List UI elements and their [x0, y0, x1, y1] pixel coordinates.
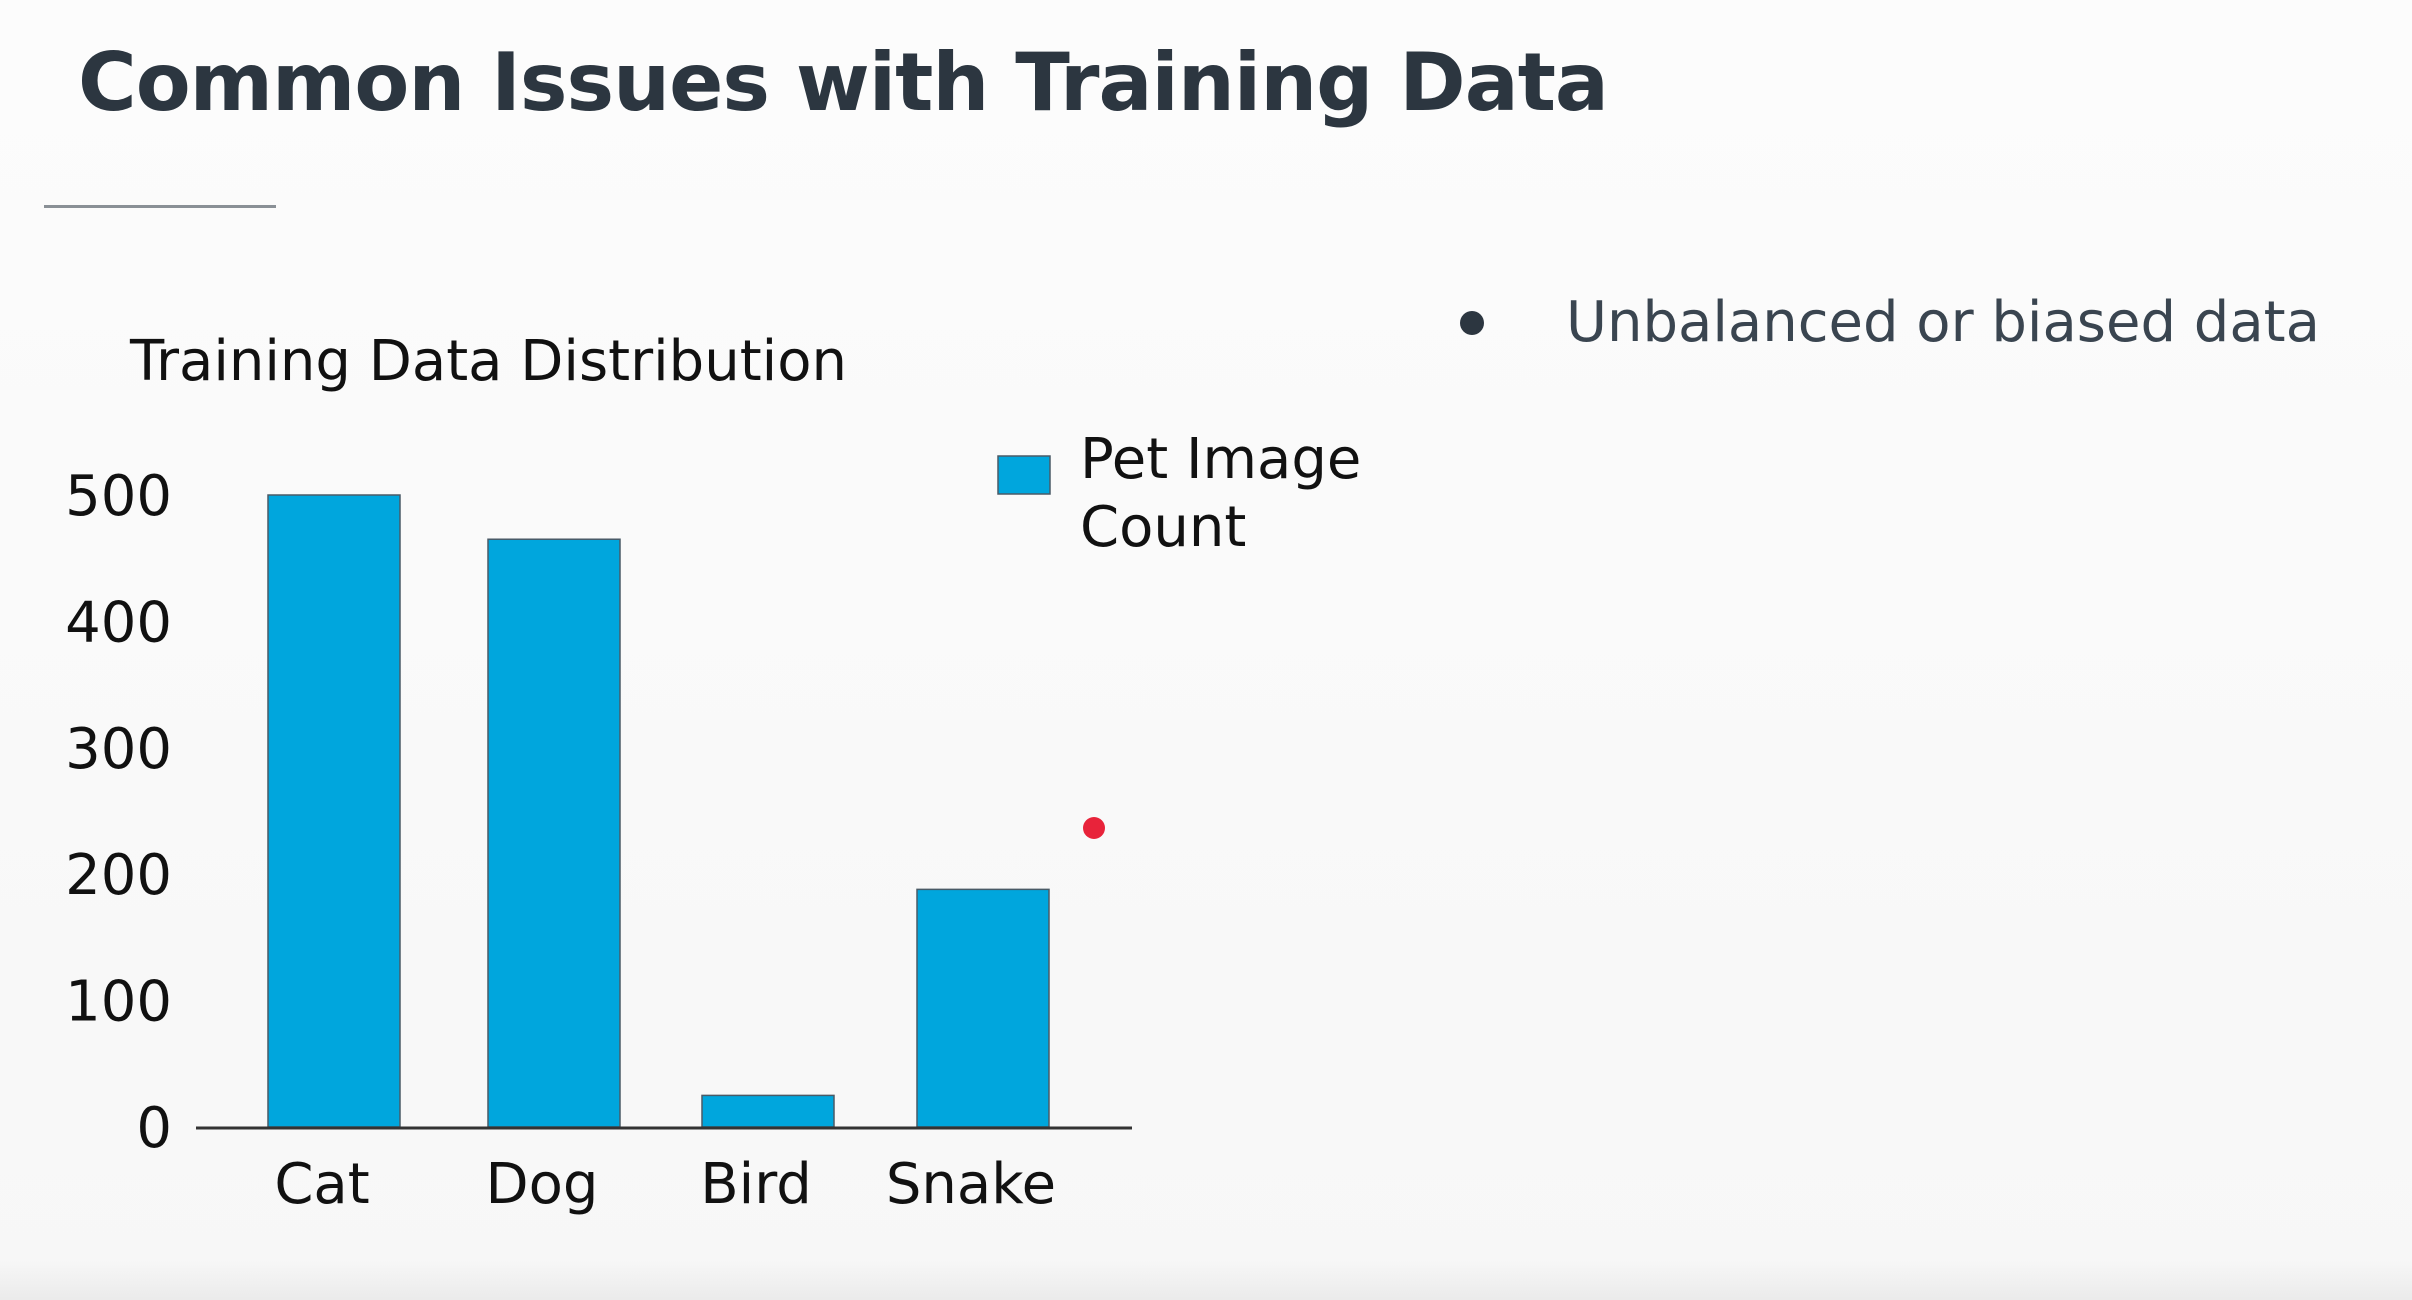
- bottom-shade: [0, 1260, 2412, 1300]
- bar: [916, 888, 1050, 1128]
- x-tick-label: Dog: [486, 1152, 599, 1217]
- y-tick-label: 500: [65, 464, 172, 529]
- legend-swatch: [997, 455, 1051, 495]
- y-tick-label: 200: [65, 843, 172, 908]
- y-tick-label: 400: [65, 590, 172, 655]
- y-tick-label: 300: [65, 717, 172, 782]
- bullet-text: Unbalanced or biased data: [1566, 290, 2320, 355]
- slide-title: Common Issues with Training Data: [78, 36, 1609, 129]
- bar: [487, 538, 621, 1128]
- y-tick-label: 0: [136, 1096, 172, 1161]
- bullet-list: Unbalanced or biased data: [1460, 290, 2320, 355]
- bar: [701, 1094, 835, 1128]
- bar-chart: Training Data Distribution 0 100 200 300 400 5…: [0, 300, 1420, 1250]
- chart-title: Training Data Distribution: [129, 329, 847, 394]
- y-tick-label: 100: [65, 970, 172, 1035]
- laser-pointer-dot: [1083, 817, 1105, 839]
- x-tick-label: Snake: [886, 1152, 1056, 1217]
- chart-svg: Training Data Distribution 0 100 200 300 400 5…: [65, 329, 1361, 1217]
- legend-label: Pet Image: [1080, 427, 1361, 492]
- title-underline: [44, 205, 276, 208]
- bullet-dot-icon: [1460, 310, 1484, 335]
- bar: [267, 494, 401, 1128]
- legend-label: Count: [1080, 495, 1246, 560]
- bullet-item: Unbalanced or biased data: [1460, 290, 2320, 355]
- x-tick-label: Cat: [274, 1152, 369, 1217]
- x-tick-label: Bird: [700, 1152, 812, 1217]
